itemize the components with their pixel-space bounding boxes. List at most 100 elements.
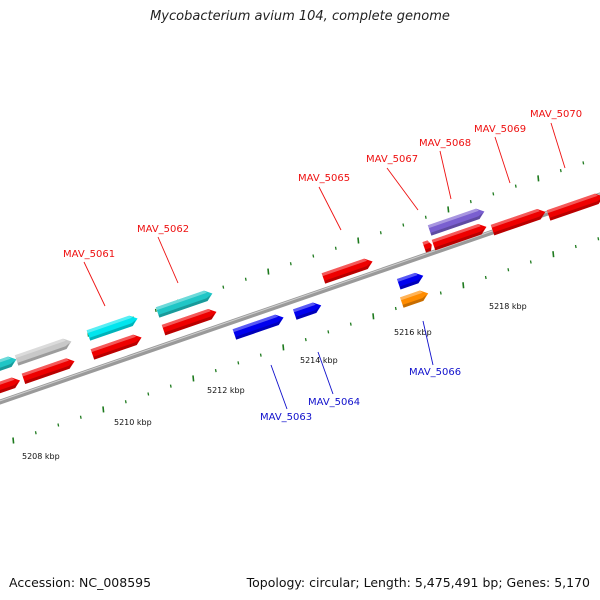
gene-arrow-forward[interactable] [90, 332, 144, 360]
gene-label-mav-5065[interactable]: MAV_5065 [298, 173, 350, 184]
gene-arrow-reverse[interactable] [399, 288, 430, 308]
gene-arrow-reverse[interactable] [396, 271, 425, 290]
gene-leader-line [318, 186, 342, 231]
gene-arrow-forward-body [546, 193, 600, 221]
gene-leader-line [157, 236, 179, 284]
gene-leader-line [270, 364, 288, 410]
gene-arrow-forward-body [14, 338, 72, 366]
gene-label-mav-5070[interactable]: MAV_5070 [530, 109, 582, 120]
gene-arrow-forward[interactable] [490, 207, 548, 236]
gene-arrow-forward-body [155, 290, 213, 318]
genome-summary-label: Topology: circular; Length: 5,475,491 bp… [246, 575, 590, 590]
reverse-tick-mark [327, 330, 330, 334]
gene-arrow-forward[interactable] [427, 206, 486, 236]
gene-arrow-forward-shadow [24, 362, 73, 385]
forward-tick-mark [222, 285, 225, 289]
reverse-tick-mark [12, 437, 15, 444]
gene-leader-line [439, 150, 452, 200]
reverse-tick-mark [507, 268, 510, 272]
gene-arrow-forward[interactable] [86, 313, 140, 341]
gene-arrow-forward-body [86, 315, 138, 341]
reverse-tick-mark [259, 353, 262, 357]
gene-arrow-forward[interactable] [0, 354, 18, 372]
gene-arrow-reverse-shadow [235, 318, 282, 340]
gene-arrow-forward[interactable] [21, 356, 77, 385]
tick-label: 5208 kbp [22, 452, 60, 461]
reverse-tick-mark [372, 313, 375, 320]
gene-arrow-forward-shadow [430, 212, 483, 236]
gene-arrow-forward-body [422, 240, 432, 253]
gene-arrow-forward[interactable] [431, 222, 489, 251]
gene-arrow-forward[interactable] [161, 307, 219, 336]
gene-arrow-forward[interactable] [422, 239, 433, 253]
gene-label-mav-5062[interactable]: MAV_5062 [137, 224, 189, 235]
gene-arrow-forward-body [427, 208, 485, 236]
reverse-tick-mark [79, 415, 82, 419]
gene-arrow-reverse[interactable] [292, 300, 323, 320]
gene-label-mav-5067[interactable]: MAV_5067 [366, 154, 418, 165]
gene-arrow-forward-highlight [155, 290, 207, 311]
gene-arrow-forward-body [21, 358, 75, 385]
gene-arrow-forward[interactable] [546, 191, 600, 221]
gene-arrow-forward-shadow [434, 228, 485, 251]
gene-arrow-forward-shadow [0, 381, 19, 397]
gene-arrow-forward-highlight [546, 193, 598, 214]
gene-arrow-forward-highlight [431, 223, 481, 243]
gene-arrow-forward[interactable] [14, 336, 73, 366]
gene-label-mav-5063[interactable]: MAV_5063 [260, 412, 312, 423]
gene-arrow-forward-shadow [549, 197, 600, 221]
forward-tick-mark [289, 262, 292, 266]
reverse-tick-mark [529, 260, 532, 264]
gene-arrow-forward-shadow [493, 213, 544, 236]
gene-label-mav-5064[interactable]: MAV_5064 [308, 397, 360, 408]
forward-tick-mark [559, 169, 562, 173]
gene-leader-line [317, 351, 334, 395]
reverse-tick-mark [552, 251, 555, 258]
map-title: Mycobacterium avium 104, complete genome [150, 9, 450, 24]
reverse-tick-mark [57, 423, 60, 427]
gene-label-mav-5069[interactable]: MAV_5069 [474, 124, 526, 135]
forward-tick-mark [244, 277, 247, 281]
gene-label-mav-5061[interactable]: MAV_5061 [63, 249, 115, 260]
forward-tick-mark [267, 268, 270, 275]
gene-arrow-forward[interactable] [0, 375, 22, 397]
gene-arrow-reverse-body [292, 302, 322, 320]
forward-tick-mark [447, 206, 450, 213]
gene-arrow-forward-highlight [427, 208, 479, 229]
forward-tick-mark [469, 200, 472, 204]
reverse-tick-mark [574, 244, 577, 249]
gene-arrow-forward-highlight [21, 358, 69, 377]
gene-arrow-forward[interactable] [321, 256, 375, 284]
gene-arrow-forward-highlight [422, 240, 431, 245]
reverse-tick-mark [237, 361, 240, 365]
forward-tick-mark [492, 192, 495, 196]
forward-tick-mark [379, 231, 382, 235]
gene-arrow-forward-shadow [89, 319, 136, 341]
forward-tick-mark [402, 223, 405, 227]
tick-label: 5218 kbp [489, 302, 527, 311]
reverse-tick-mark [439, 291, 442, 295]
gene-arrow-reverse[interactable] [232, 312, 286, 340]
gene-label-mav-5068[interactable]: MAV_5068 [419, 138, 471, 149]
reverse-tick-mark [349, 322, 352, 326]
gene-leader-line [494, 136, 511, 184]
gene-label-mav-5066[interactable]: MAV_5066 [409, 367, 461, 378]
gene-arrow-forward-body [0, 356, 17, 372]
gene-arrow-forward-highlight [490, 208, 540, 228]
tick-label: 5214 kbp [300, 356, 338, 365]
gene-arrow-forward-shadow [17, 342, 70, 366]
reverse-tick-mark [597, 237, 600, 241]
reverse-tick-mark [147, 392, 150, 396]
gene-arrow-reverse-shadow [295, 306, 320, 320]
forward-tick-mark [334, 246, 337, 250]
gene-arrow-forward[interactable] [155, 288, 214, 318]
reverse-tick-mark [462, 282, 465, 289]
gene-arrow-reverse-body [396, 272, 424, 290]
gene-arrow-forward-highlight [14, 338, 66, 359]
gene-arrow-reverse-body [232, 314, 284, 340]
gene-arrow-forward-highlight [90, 334, 137, 353]
gene-arrow-forward-body [431, 223, 487, 251]
reverse-tick-mark [214, 369, 217, 373]
gene-arrow-forward-body [90, 334, 142, 360]
